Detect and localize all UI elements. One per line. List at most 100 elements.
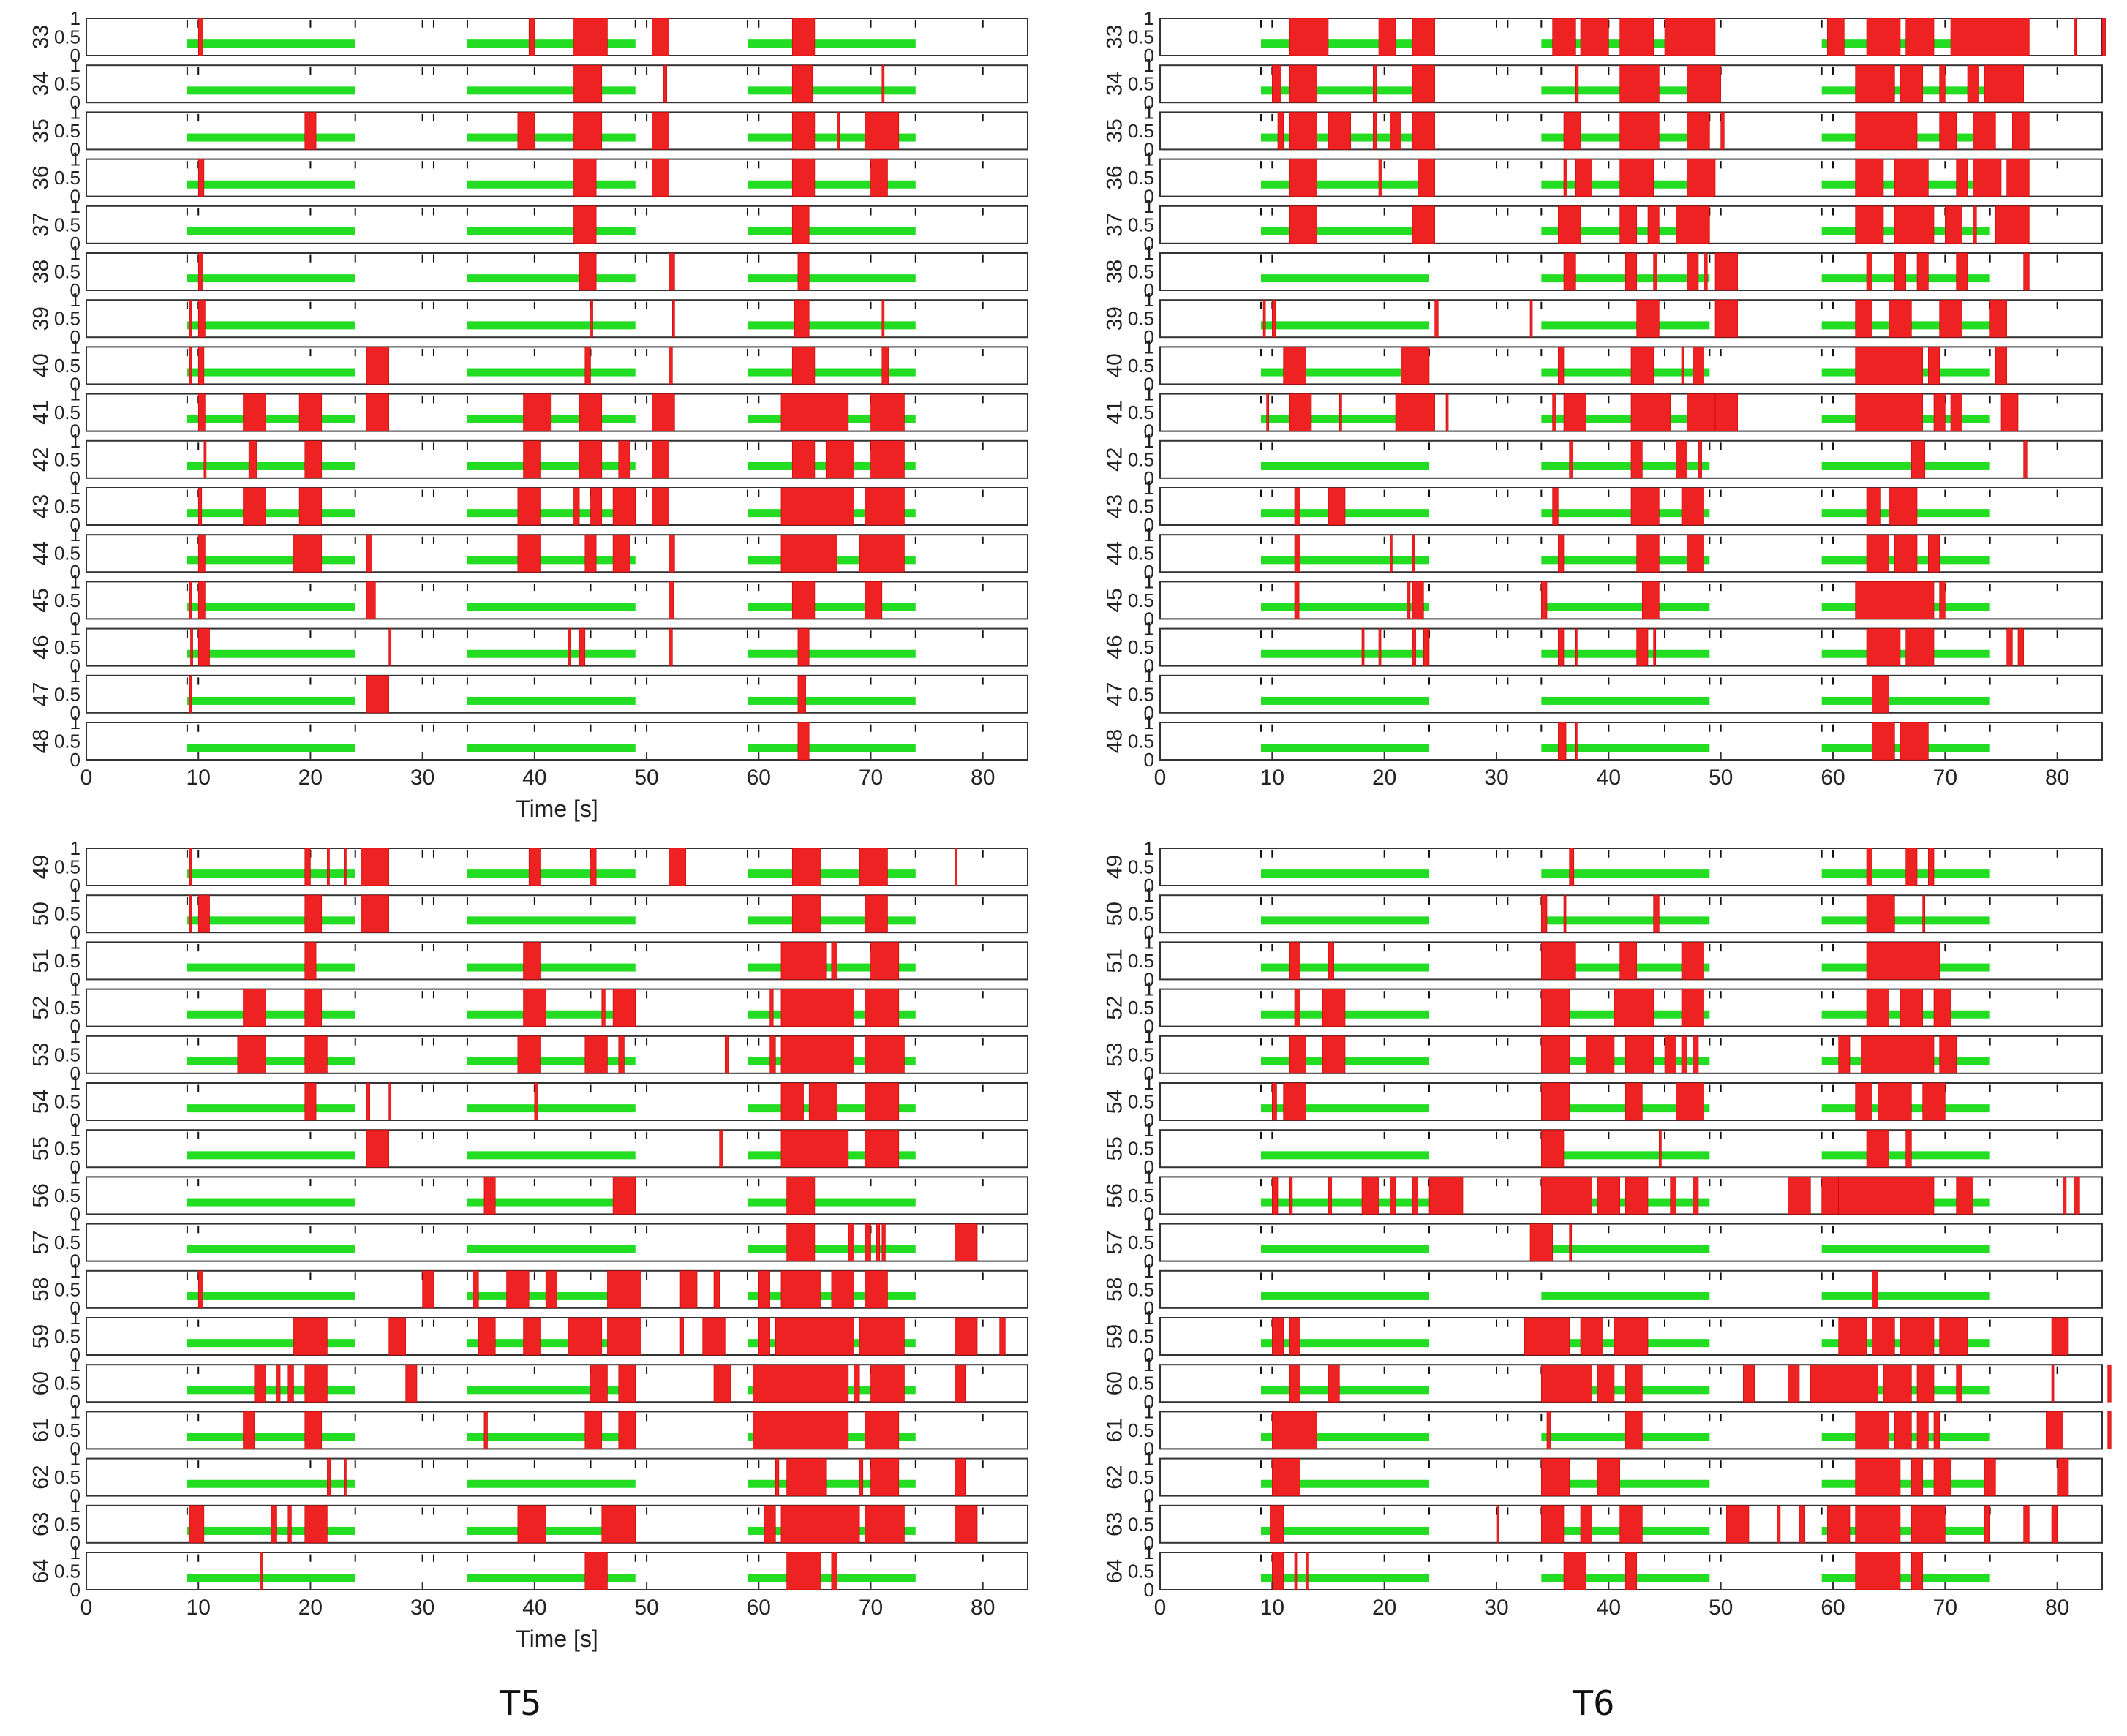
y-tick-label: 1 (1144, 1025, 1154, 1047)
y-tick-label: 0 (1144, 1485, 1154, 1507)
y-tick-label: 0 (1144, 1344, 1154, 1366)
channel-row-45: 45 00.51 (29, 570, 1028, 630)
activity-event (652, 440, 670, 479)
y-tick-label: 0.5 (1128, 731, 1154, 752)
y-tick-label: 1 (70, 7, 80, 29)
activity-event (573, 18, 608, 56)
activity-event (388, 1082, 392, 1121)
activity-event (1861, 1035, 1935, 1074)
channel-row-48: 48 00.51 (29, 712, 1028, 771)
stimulus-bar (467, 649, 636, 658)
activity-event (780, 942, 827, 980)
y-tick-label: 0.5 (54, 1373, 80, 1395)
activity-event (1916, 1411, 1929, 1449)
stimulus-bar (467, 603, 636, 611)
stimulus-bar (1261, 86, 1429, 95)
activity-event (1878, 1082, 1912, 1121)
activity-event (1866, 989, 1889, 1027)
y-tick-label: 1 (1144, 336, 1154, 358)
activity-event (780, 393, 849, 431)
y-tick-label: 0 (1144, 91, 1154, 113)
activity-event (1872, 1270, 1878, 1309)
channel-row-64: 64 00.51 (1103, 1541, 2103, 1601)
x-tick-label: 40 (1597, 766, 1621, 790)
activity-event (1922, 1082, 1946, 1121)
stimulus-bar (1261, 1245, 1429, 1253)
y-tick-label: 0.5 (1128, 1185, 1154, 1207)
y-tick-label: 0 (1144, 1250, 1154, 1272)
y-tick-label: 0 (70, 326, 80, 348)
channel-row-43: 43 00.51 (1103, 477, 2103, 536)
activity-event (797, 628, 810, 666)
activity-event (287, 1505, 292, 1544)
activity-event (1262, 299, 1266, 338)
activity-event (2017, 628, 2024, 666)
activity-event (366, 675, 389, 714)
y-tick-label: 0 (70, 467, 80, 489)
activity-event (1939, 1035, 1957, 1074)
stimulus-bar (1261, 744, 1429, 752)
y-tick-label: 1 (1144, 54, 1154, 76)
y-tick-label: 0 (1144, 608, 1154, 630)
x-tick-label: 20 (298, 766, 323, 790)
channel-row-51: 51 00.51 (29, 931, 1028, 990)
activity-event (293, 534, 323, 573)
y-tick-label: 1 (70, 336, 80, 358)
activity-event (1614, 989, 1654, 1027)
y-tick-label: 1 (1144, 1260, 1154, 1282)
activity-event (1361, 628, 1365, 666)
y-tick-label: 0.5 (1128, 120, 1154, 142)
activity-event (2107, 1411, 2112, 1449)
y-tick-label: 0 (70, 968, 80, 990)
y-tick-label: 0 (70, 749, 80, 771)
stimulus-bar (467, 916, 636, 925)
y-tick-label: 1 (70, 837, 80, 859)
y-tick-label: 0 (1144, 326, 1154, 348)
stimulus-bar (187, 1198, 355, 1207)
activity-event (361, 848, 389, 886)
stimulus-bar (747, 86, 916, 95)
y-tick-label: 0.5 (54, 448, 80, 470)
channel-label: 59 (1103, 1324, 1127, 1348)
activity-event (1956, 159, 1968, 197)
channel-row-56: 56 00.51 (29, 1166, 1028, 1225)
stimulus-bar (1541, 696, 1710, 705)
x-tick-label: 70 (859, 1596, 883, 1620)
activity-event (1788, 1364, 1800, 1403)
y-tick-label: 0.5 (1128, 1560, 1154, 1582)
y-tick-label: 1 (70, 884, 80, 906)
channel-row-45: 45 00.51 (1103, 570, 2103, 630)
channel-label: 43 (29, 494, 53, 518)
stimulus-bar (1821, 461, 1990, 470)
channel-row-44: 44 00.51 (29, 524, 1028, 583)
x-tick-label: 60 (1821, 1596, 1845, 1620)
activity-event (1922, 894, 1926, 933)
activity-event (1928, 347, 1940, 385)
x-tick-label: 80 (971, 766, 995, 790)
y-tick-label: 0.5 (54, 1231, 80, 1253)
activity-event (769, 989, 774, 1027)
y-tick-label: 0.5 (54, 543, 80, 565)
y-tick-label: 1 (1144, 1495, 1154, 1517)
activity-event (1541, 1505, 1565, 1544)
y-tick-label: 0 (1144, 138, 1154, 160)
activity-event (1681, 989, 1704, 1027)
activity-event (506, 1270, 530, 1309)
row-frame (1159, 848, 2103, 886)
y-tick-label: 0 (1144, 1297, 1154, 1319)
activity-event (260, 1552, 263, 1590)
activity-event (1945, 205, 1962, 244)
activity-event (1625, 1411, 1643, 1449)
activity-event (1294, 989, 1300, 1027)
channel-row-47: 47 00.51 (29, 665, 1028, 724)
y-tick-label: 0.5 (54, 401, 80, 423)
activity-event (1911, 1458, 1923, 1496)
x-tick-label: 10 (1260, 1596, 1284, 1620)
row-frame (86, 627, 1028, 667)
y-tick-label: 0 (1144, 702, 1154, 724)
activity-event (1670, 1177, 1676, 1215)
channel-label: 37 (29, 213, 53, 237)
stimulus-bar (467, 744, 636, 752)
activity-event (1575, 64, 1579, 103)
channel-row-42: 42 00.51 (1103, 430, 2103, 489)
